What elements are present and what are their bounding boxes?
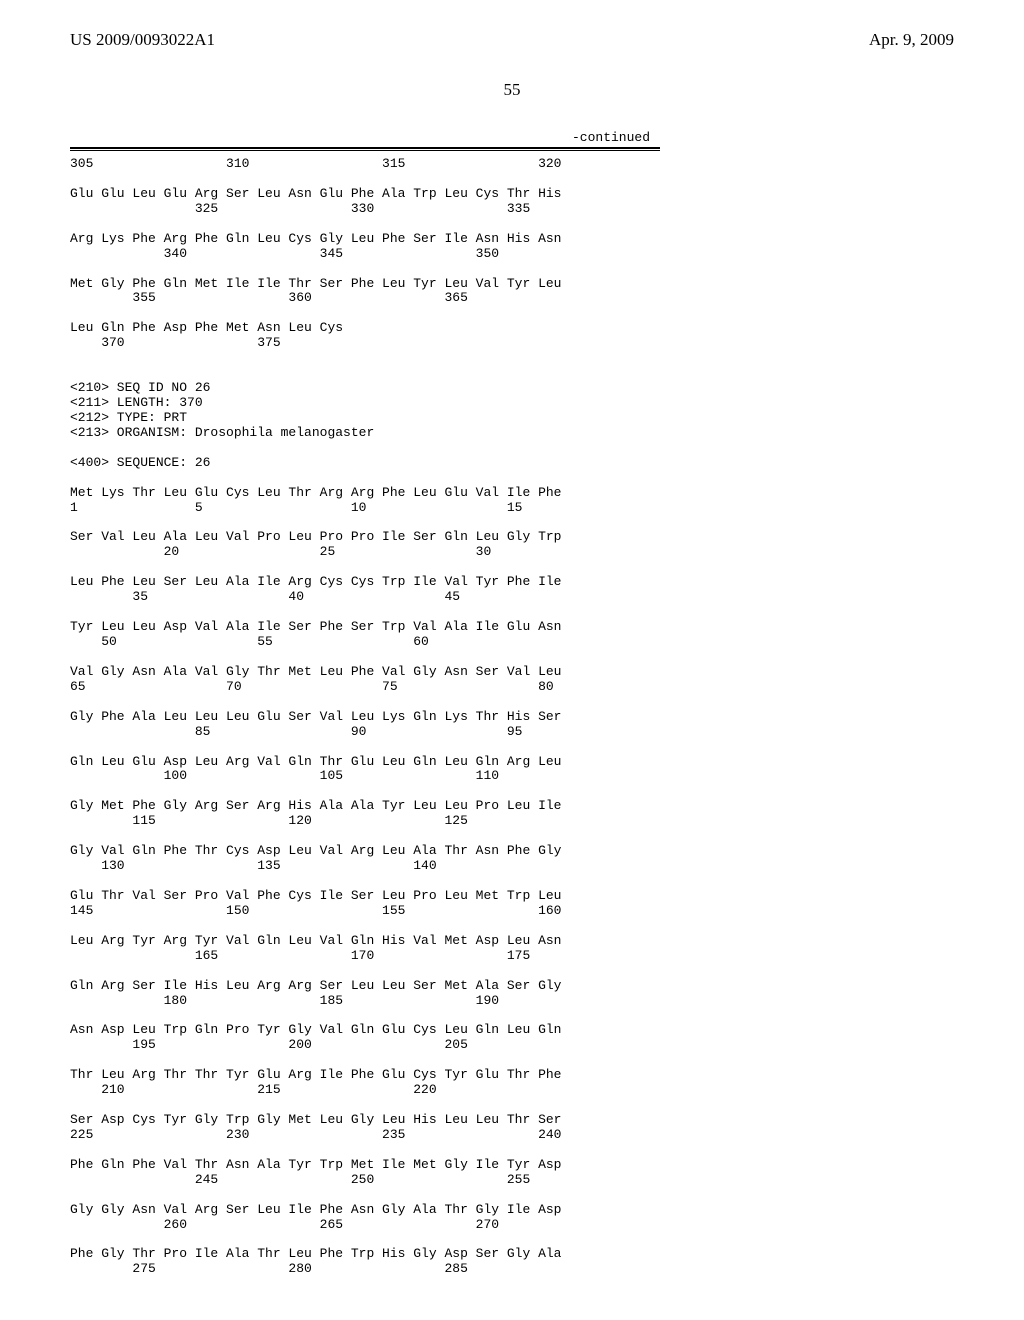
rule-thin [70, 150, 660, 151]
sequence-listing: 305 310 315 320 Glu Glu Leu Glu Arg Ser … [70, 157, 660, 1277]
continued-label: -continued [70, 130, 660, 147]
header-left: US 2009/0093022A1 [70, 30, 215, 50]
page-header: US 2009/0093022A1 Apr. 9, 2009 [70, 30, 954, 50]
sequence-block: -continued 305 310 315 320 Glu Glu Leu G… [70, 130, 660, 1277]
page: US 2009/0093022A1 Apr. 9, 2009 55 -conti… [0, 0, 1024, 1317]
header-right: Apr. 9, 2009 [869, 30, 954, 50]
rule-heavy [70, 147, 660, 149]
page-number: 55 [70, 80, 954, 100]
